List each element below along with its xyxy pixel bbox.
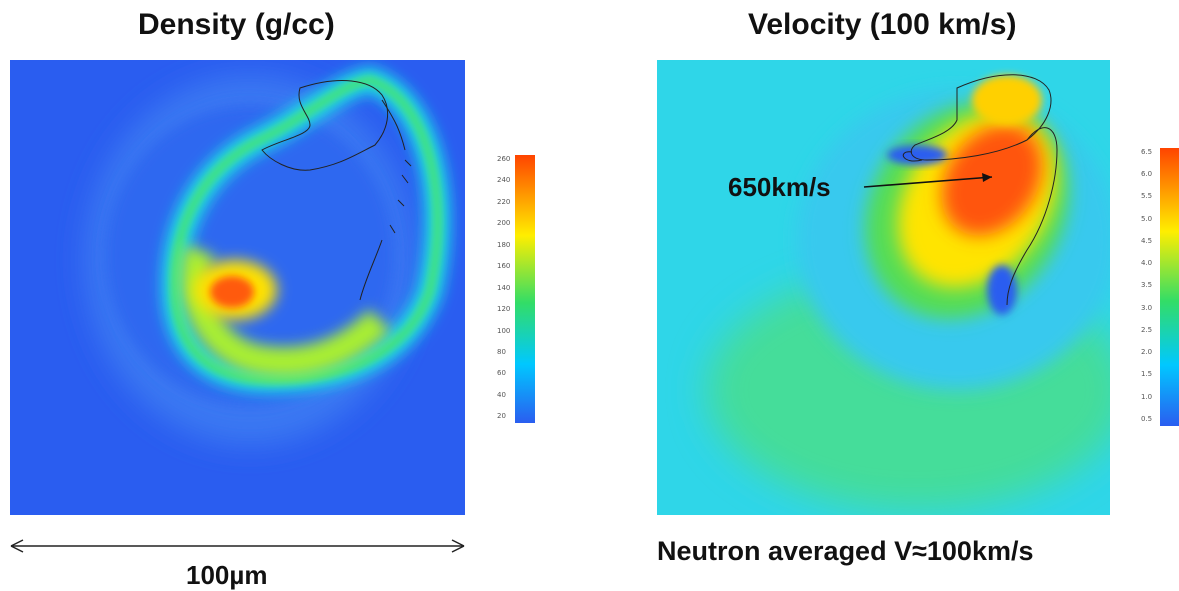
velocity-colorbar-tick: 5.0	[1141, 214, 1153, 223]
density-colorbar-tick: 260	[497, 155, 511, 163]
density-colorbar-tick: 120	[497, 305, 511, 314]
density-colorbar-tick: 180	[497, 240, 511, 249]
density-colorbar-tick: 140	[497, 283, 511, 292]
neutron-caption: Neutron averaged V≈100km/s	[657, 536, 1034, 566]
velocity-colorbar-tick: 3.5	[1141, 281, 1153, 290]
velocity-colorbar	[1160, 148, 1179, 426]
velocity-colorbar-tick: 1.5	[1141, 370, 1153, 379]
density-heatmap	[10, 60, 465, 515]
scale-bar-label: 100µm	[186, 560, 268, 590]
velocity-colorbar-tick: 1.0	[1141, 392, 1153, 401]
velocity-colorbar-tick: 0.5	[1141, 414, 1153, 423]
density-colorbar-tick: 60	[497, 369, 506, 378]
velocity-colorbar-tick: 4.0	[1141, 259, 1153, 268]
density-colorbar-tick: 20	[497, 412, 506, 421]
density-colorbar-tick: 240	[497, 176, 511, 185]
density-colorbar-tick: 160	[497, 262, 511, 271]
peak-velocity-label: 650km/s	[728, 172, 831, 202]
density-colorbar-tick: 80	[497, 347, 506, 356]
scale-bar-arrow	[10, 539, 465, 553]
velocity-colorbar-tick: 2.0	[1141, 348, 1153, 357]
density-colorbar	[515, 155, 535, 423]
peak-velocity-arrow	[863, 173, 993, 188]
velocity-colorbar-tick: 4.5	[1141, 236, 1153, 245]
density-colorbar-tick: 40	[497, 390, 506, 399]
velocity-colorbar-tick: 2.5	[1141, 325, 1153, 334]
velocity-colorbar-tick: 6.5	[1141, 148, 1153, 156]
velocity-colorbar-tick: 6.0	[1141, 170, 1153, 179]
density-colorbar-tick: 200	[497, 219, 511, 228]
density-colorbar-tick: 100	[497, 326, 511, 335]
velocity-colorbar-tick: 5.5	[1141, 192, 1153, 201]
density-title: Density (g/cc)	[138, 8, 335, 41]
density-colorbar-tick: 220	[497, 197, 511, 206]
velocity-heatmap	[657, 60, 1110, 515]
velocity-colorbar-tick: 3.0	[1141, 303, 1153, 312]
velocity-title: Velocity (100 km/s)	[748, 8, 1017, 41]
